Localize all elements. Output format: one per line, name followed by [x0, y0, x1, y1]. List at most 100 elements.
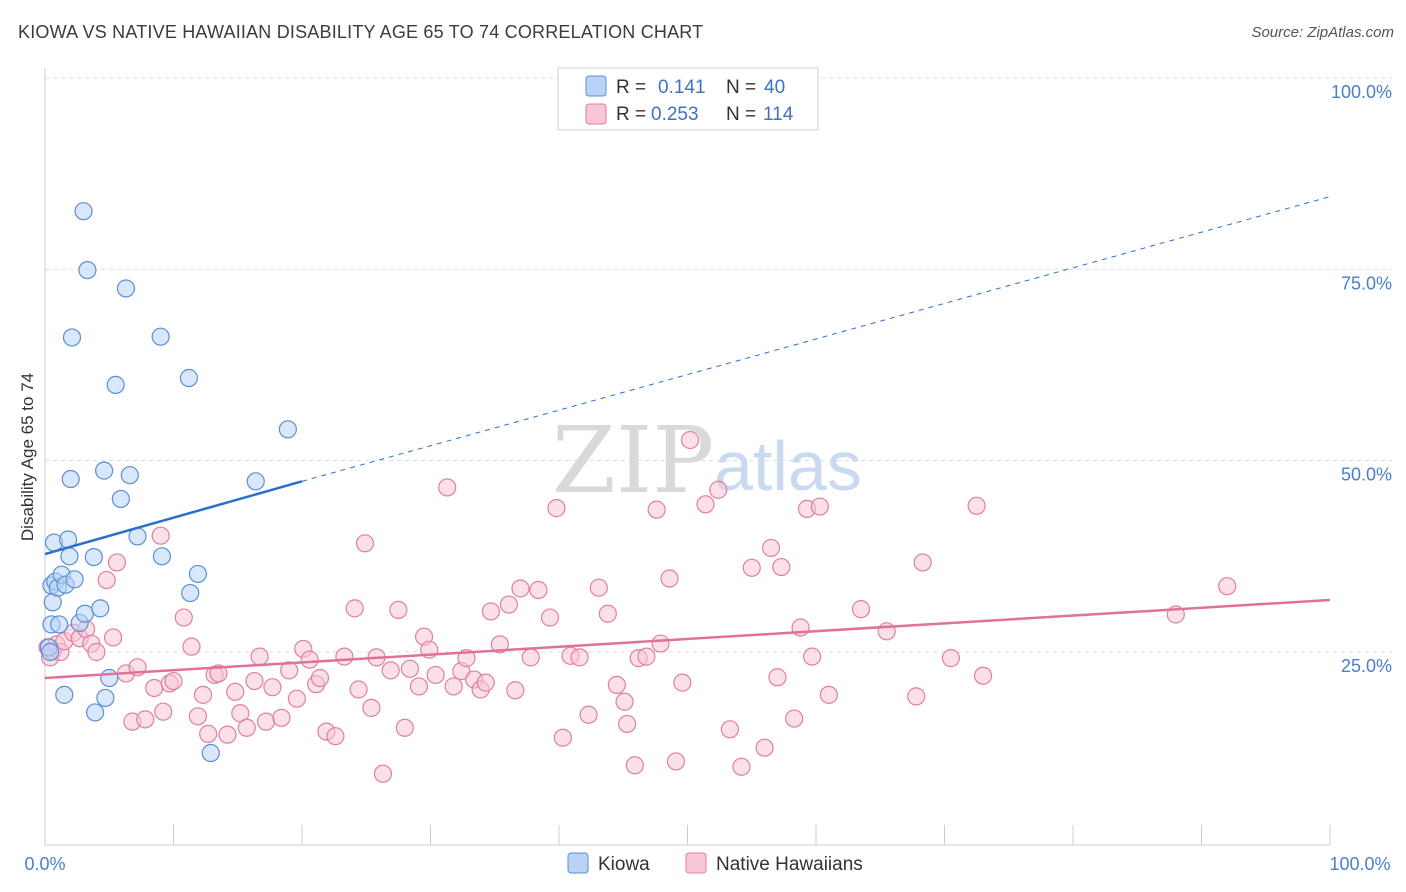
kiowa-point [61, 469, 80, 489]
hawaiian-point [349, 680, 368, 699]
hawaiian-point [335, 647, 354, 666]
hawaiian-point [589, 578, 608, 597]
hawaiian-point [819, 685, 838, 704]
kiowa-bottom-label: Kiowa [598, 854, 650, 875]
hawaiian-point [237, 718, 256, 737]
kiowa-point [100, 668, 119, 688]
hawaiian-point [355, 534, 375, 553]
y-tick-label: 50.0% [1341, 465, 1392, 485]
hawaiian-point [499, 595, 518, 614]
hawaiian-point [300, 650, 319, 669]
kiowa-point [246, 472, 265, 491]
kiowa-legend-swatch [585, 75, 607, 97]
hawaiian-point [647, 500, 666, 519]
kiowa-point [188, 564, 208, 584]
hawaiian-trend-line [44, 598, 1331, 680]
hawaiian-point [481, 602, 500, 621]
kiowa-point [50, 615, 69, 634]
kiowa-point [60, 547, 79, 566]
hawaiian-point [511, 579, 530, 598]
kiowa-point [179, 368, 199, 388]
x-tick-label-max: 100.0% [1329, 854, 1390, 874]
source-label: Source: ZipAtlas.com [1251, 24, 1394, 41]
hawaiian-legend-swatch [585, 103, 607, 125]
hawaiian-point [810, 497, 829, 516]
hawaiian-point [444, 677, 463, 696]
hawaiian-point [607, 675, 626, 695]
hawaiian-point [193, 685, 213, 704]
hawaiian-point [540, 608, 560, 627]
hawaiian-point [87, 642, 106, 662]
hawaiian-point [389, 600, 408, 620]
hawaiian-point [598, 604, 617, 623]
kiowa-point [120, 466, 139, 485]
hawaiian-r-label: R = [616, 104, 646, 125]
hawaiian-point [732, 757, 751, 776]
hawaiian-point [97, 570, 116, 590]
kiowa-point [151, 327, 170, 346]
hawaiian-point [209, 664, 228, 683]
hawaiian-point [245, 671, 264, 691]
hawaiian-point [967, 496, 986, 515]
hawaiian-point [696, 495, 715, 514]
hawaiian-point [651, 634, 670, 653]
chart-title: KIOWA VS NATIVE HAWAIIAN DISABILITY AGE … [18, 22, 704, 42]
hawaiian-point [742, 558, 761, 577]
hawaiian-point [151, 526, 170, 545]
hawaiian-point [673, 673, 692, 692]
hawaiian-point [188, 707, 208, 726]
kiowa-point [78, 260, 97, 280]
hawaiian-point [709, 480, 728, 499]
kiowa-point [55, 685, 74, 704]
kiowa-point [41, 642, 60, 662]
hawaiian-point [280, 661, 299, 680]
hawaiian-point [373, 764, 393, 783]
hawaiian-point [637, 647, 656, 666]
hawaiian-point [547, 499, 566, 518]
kiowa-trend-line [44, 480, 303, 556]
hawaiian-point [615, 692, 634, 711]
hawaiian-point [660, 569, 679, 588]
hawaiian-bottom-label: Native Hawaiians [716, 854, 863, 875]
hawaiian-point [803, 647, 822, 666]
hawaiian-point [256, 712, 276, 731]
trend-lines [44, 196, 1331, 680]
kiowa-point [74, 202, 93, 221]
kiowa-point [106, 375, 125, 394]
hawaiian-point [438, 478, 457, 497]
hawaiian-point [506, 681, 525, 700]
hawaiian-point [174, 608, 193, 627]
y-tick-label: 100.0% [1331, 82, 1392, 102]
hawaiian-point [104, 628, 123, 647]
y-tick-label: 75.0% [1341, 273, 1392, 293]
hawaiian-point [529, 580, 548, 600]
kiowa-bottom-swatch [567, 852, 589, 874]
kiowa-point [116, 279, 136, 298]
kiowa-n-label: N = [726, 77, 756, 98]
kiowa-trend-extension [301, 196, 1331, 482]
hawaiian-point [263, 678, 282, 697]
hawaiian-point [426, 665, 445, 685]
kiowa-r-value: 0.141 [658, 77, 706, 98]
hawaiian-point [570, 648, 589, 667]
hawaiian-point [381, 661, 400, 680]
x-tick-labels: 0.0% 100.0% [24, 854, 1390, 874]
hawaiian-point [272, 708, 291, 727]
hawaiian-point [145, 678, 164, 698]
hawaiian-point [907, 687, 926, 706]
hawaiian-point [154, 702, 173, 721]
kiowa-n-value: 40 [764, 77, 785, 98]
hawaiian-point [521, 648, 540, 667]
hawaiian-point [618, 714, 637, 734]
kiowa-point [84, 547, 103, 567]
kiowa-point [95, 461, 114, 480]
hawaiian-point [199, 724, 218, 743]
hawaiian-point [476, 673, 495, 692]
hawaiian-point [164, 671, 183, 691]
kiowa-point [111, 489, 130, 509]
y-tick-labels: 25.0% 50.0% 75.0% 100.0% [1331, 82, 1392, 676]
hawaiian-point [490, 635, 509, 654]
kiowa-point [86, 703, 105, 722]
grid-lines [45, 77, 1392, 653]
axes [44, 68, 1331, 846]
